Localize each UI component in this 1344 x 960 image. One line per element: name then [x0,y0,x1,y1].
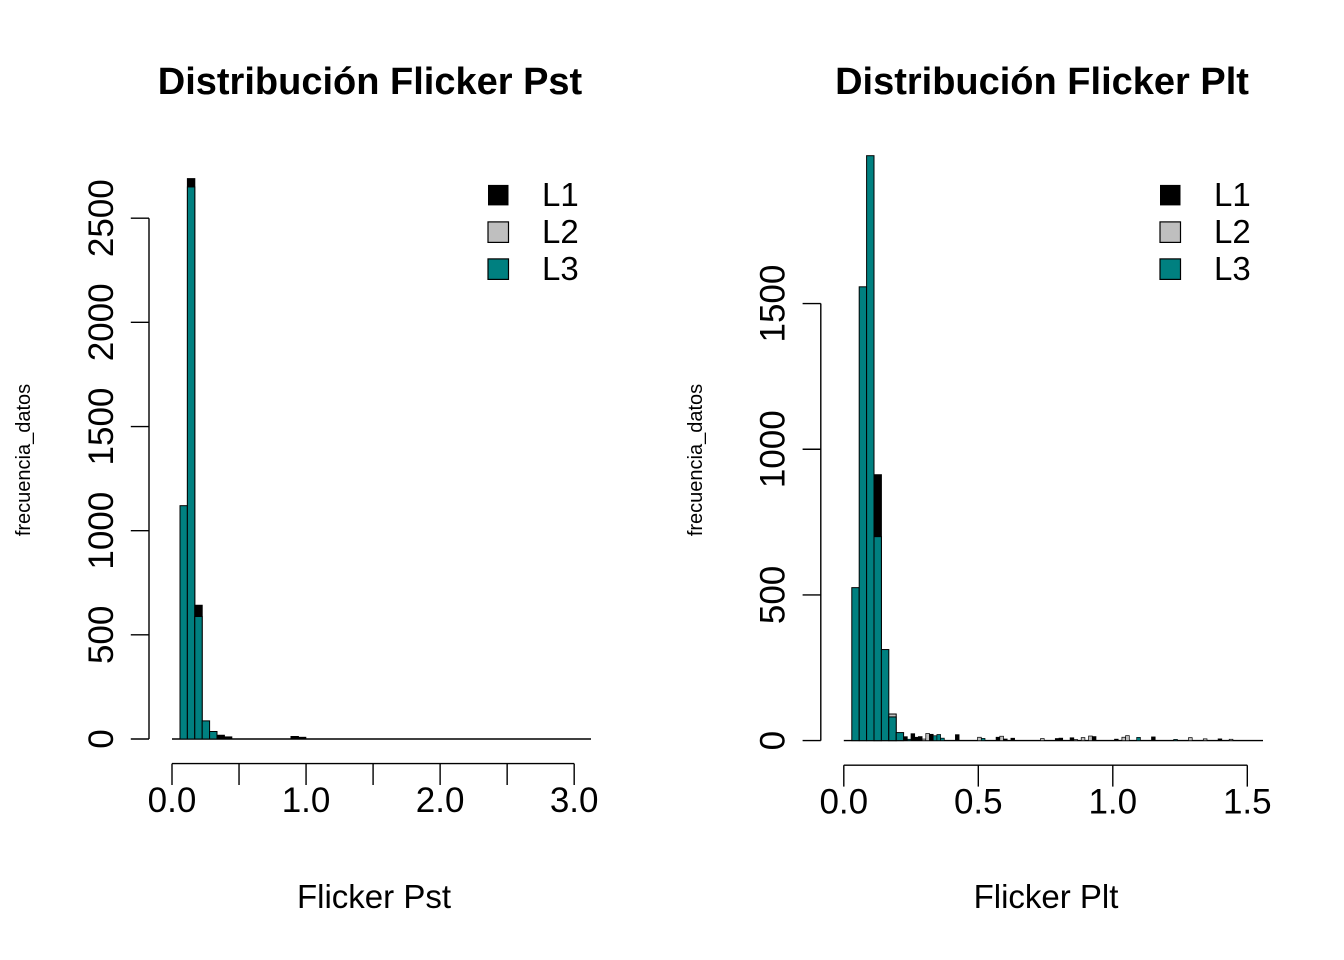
svg-text:L2: L2 [1214,213,1251,250]
svg-text:500: 500 [82,606,121,664]
svg-text:1500: 1500 [82,388,121,466]
svg-text:Distribución Flicker Pst: Distribución Flicker Pst [158,61,583,103]
svg-text:L1: L1 [542,176,579,213]
svg-text:0: 0 [82,729,121,748]
svg-text:0: 0 [754,731,793,750]
svg-text:0.0: 0.0 [148,781,197,820]
svg-text:1.0: 1.0 [282,781,331,820]
svg-text:0.0: 0.0 [819,783,868,822]
svg-text:1500: 1500 [754,265,793,343]
svg-text:1.0: 1.0 [1088,783,1137,822]
svg-text:Flicker Pst: Flicker Pst [297,878,451,915]
svg-text:L2: L2 [542,213,579,250]
svg-text:3.0: 3.0 [550,781,599,820]
svg-text:1000: 1000 [82,492,121,570]
svg-text:Distribución Flicker Plt: Distribución Flicker Plt [835,61,1249,103]
svg-text:L3: L3 [1214,250,1251,287]
svg-text:1000: 1000 [754,410,793,488]
svg-text:2500: 2500 [82,179,121,257]
svg-text:frecuencia_datos: frecuencia_datos [13,384,35,536]
svg-text:frecuencia_datos: frecuencia_datos [685,384,707,536]
svg-text:2.0: 2.0 [416,781,465,820]
svg-text:L3: L3 [542,250,579,287]
svg-text:1.5: 1.5 [1223,783,1272,822]
svg-text:2000: 2000 [82,283,121,361]
svg-text:L1: L1 [1214,176,1251,213]
svg-text:500: 500 [754,566,793,624]
svg-text:Flicker Plt: Flicker Plt [974,878,1119,915]
svg-text:0.5: 0.5 [954,783,1003,822]
